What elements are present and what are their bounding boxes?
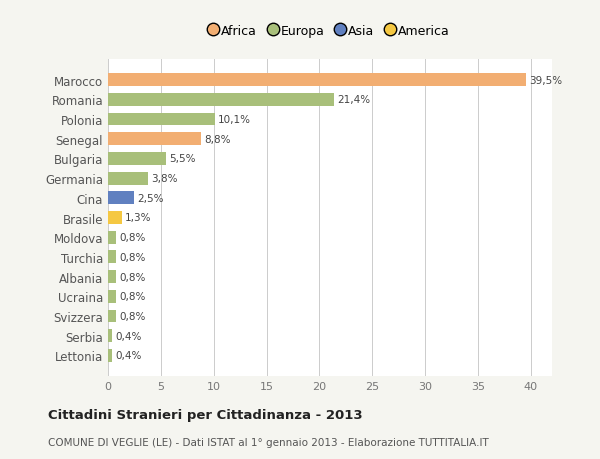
Bar [108,271,116,283]
Bar [108,113,215,126]
Text: 21,4%: 21,4% [337,95,371,105]
Text: 0,8%: 0,8% [119,272,146,282]
Text: COMUNE DI VEGLIE (LE) - Dati ISTAT al 1° gennaio 2013 - Elaborazione TUTTITALIA.: COMUNE DI VEGLIE (LE) - Dati ISTAT al 1°… [48,437,489,447]
Bar [108,172,148,185]
Text: 8,8%: 8,8% [204,134,231,145]
Bar [108,290,116,303]
Bar [108,133,201,146]
Text: 10,1%: 10,1% [218,115,251,125]
Bar [108,153,166,165]
Legend: Africa, Europa, Asia, America: Africa, Europa, Asia, America [210,25,450,38]
Bar [108,74,526,87]
Bar [108,192,134,205]
Text: 0,8%: 0,8% [119,233,146,243]
Text: 39,5%: 39,5% [529,75,562,85]
Text: 0,4%: 0,4% [115,351,142,361]
Bar [108,310,116,323]
Text: 1,3%: 1,3% [125,213,151,223]
Bar [108,212,122,224]
Bar [108,231,116,244]
Bar [108,94,334,106]
Text: Cittadini Stranieri per Cittadinanza - 2013: Cittadini Stranieri per Cittadinanza - 2… [48,408,362,421]
Text: 2,5%: 2,5% [137,193,164,203]
Text: 0,8%: 0,8% [119,252,146,263]
Text: 0,4%: 0,4% [115,331,142,341]
Text: 0,8%: 0,8% [119,311,146,321]
Bar [108,349,112,362]
Text: 3,8%: 3,8% [151,174,178,184]
Bar [108,251,116,264]
Text: 5,5%: 5,5% [169,154,196,164]
Text: 0,8%: 0,8% [119,291,146,302]
Bar [108,330,112,342]
